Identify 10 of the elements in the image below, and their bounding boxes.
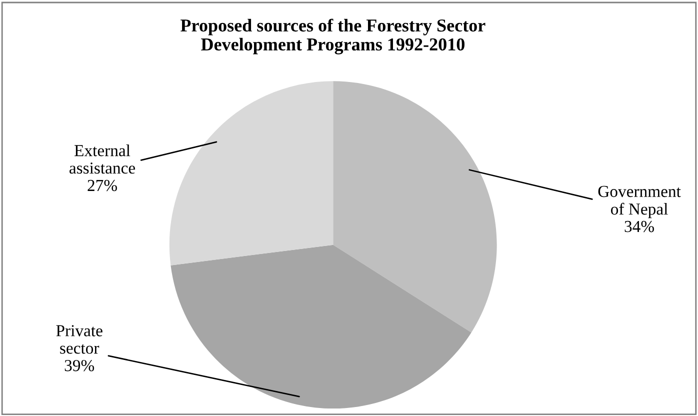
chart-title: Proposed sources of the Forestry Sector Development Programs 1992-2010 [180,18,486,54]
slice-label: External assistance [70,144,136,174]
data-label: 34% [624,220,654,232]
pie-slice [170,244,472,409]
slice-label: Government of Nepal [598,186,681,218]
pie-slice [333,81,497,333]
data-label: 27% [88,180,117,192]
pie-slice [169,81,334,266]
data-label: 39% [64,360,94,372]
slice-label: Private sector [56,325,102,354]
